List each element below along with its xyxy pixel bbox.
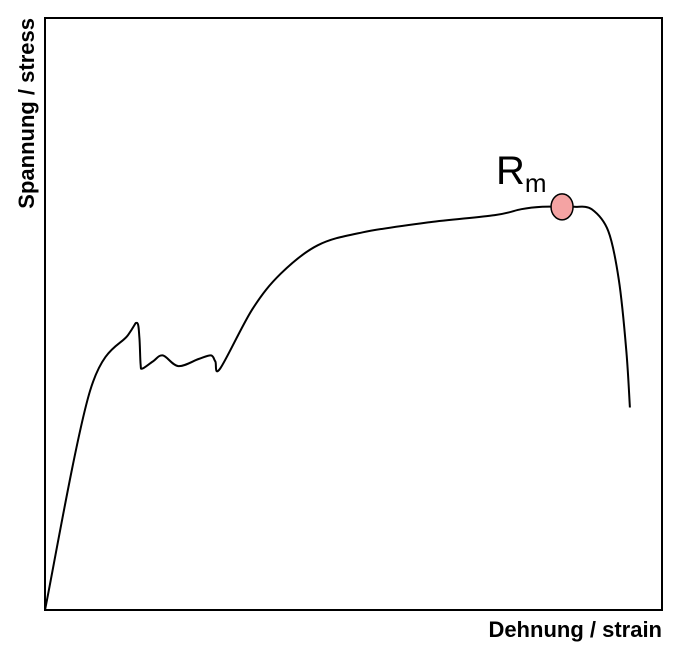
stress-strain-curve [44,205,631,611]
y-axis-label: Spannung / stress [14,18,39,209]
rm-annotation-subscript: m [525,168,547,198]
rm-annotation: Rm [496,149,547,198]
plot-frame [44,17,663,611]
rm-annotation-main: R [496,149,525,193]
x-axis-label: Dehnung / strain [488,617,662,642]
rm-marker [550,193,574,221]
